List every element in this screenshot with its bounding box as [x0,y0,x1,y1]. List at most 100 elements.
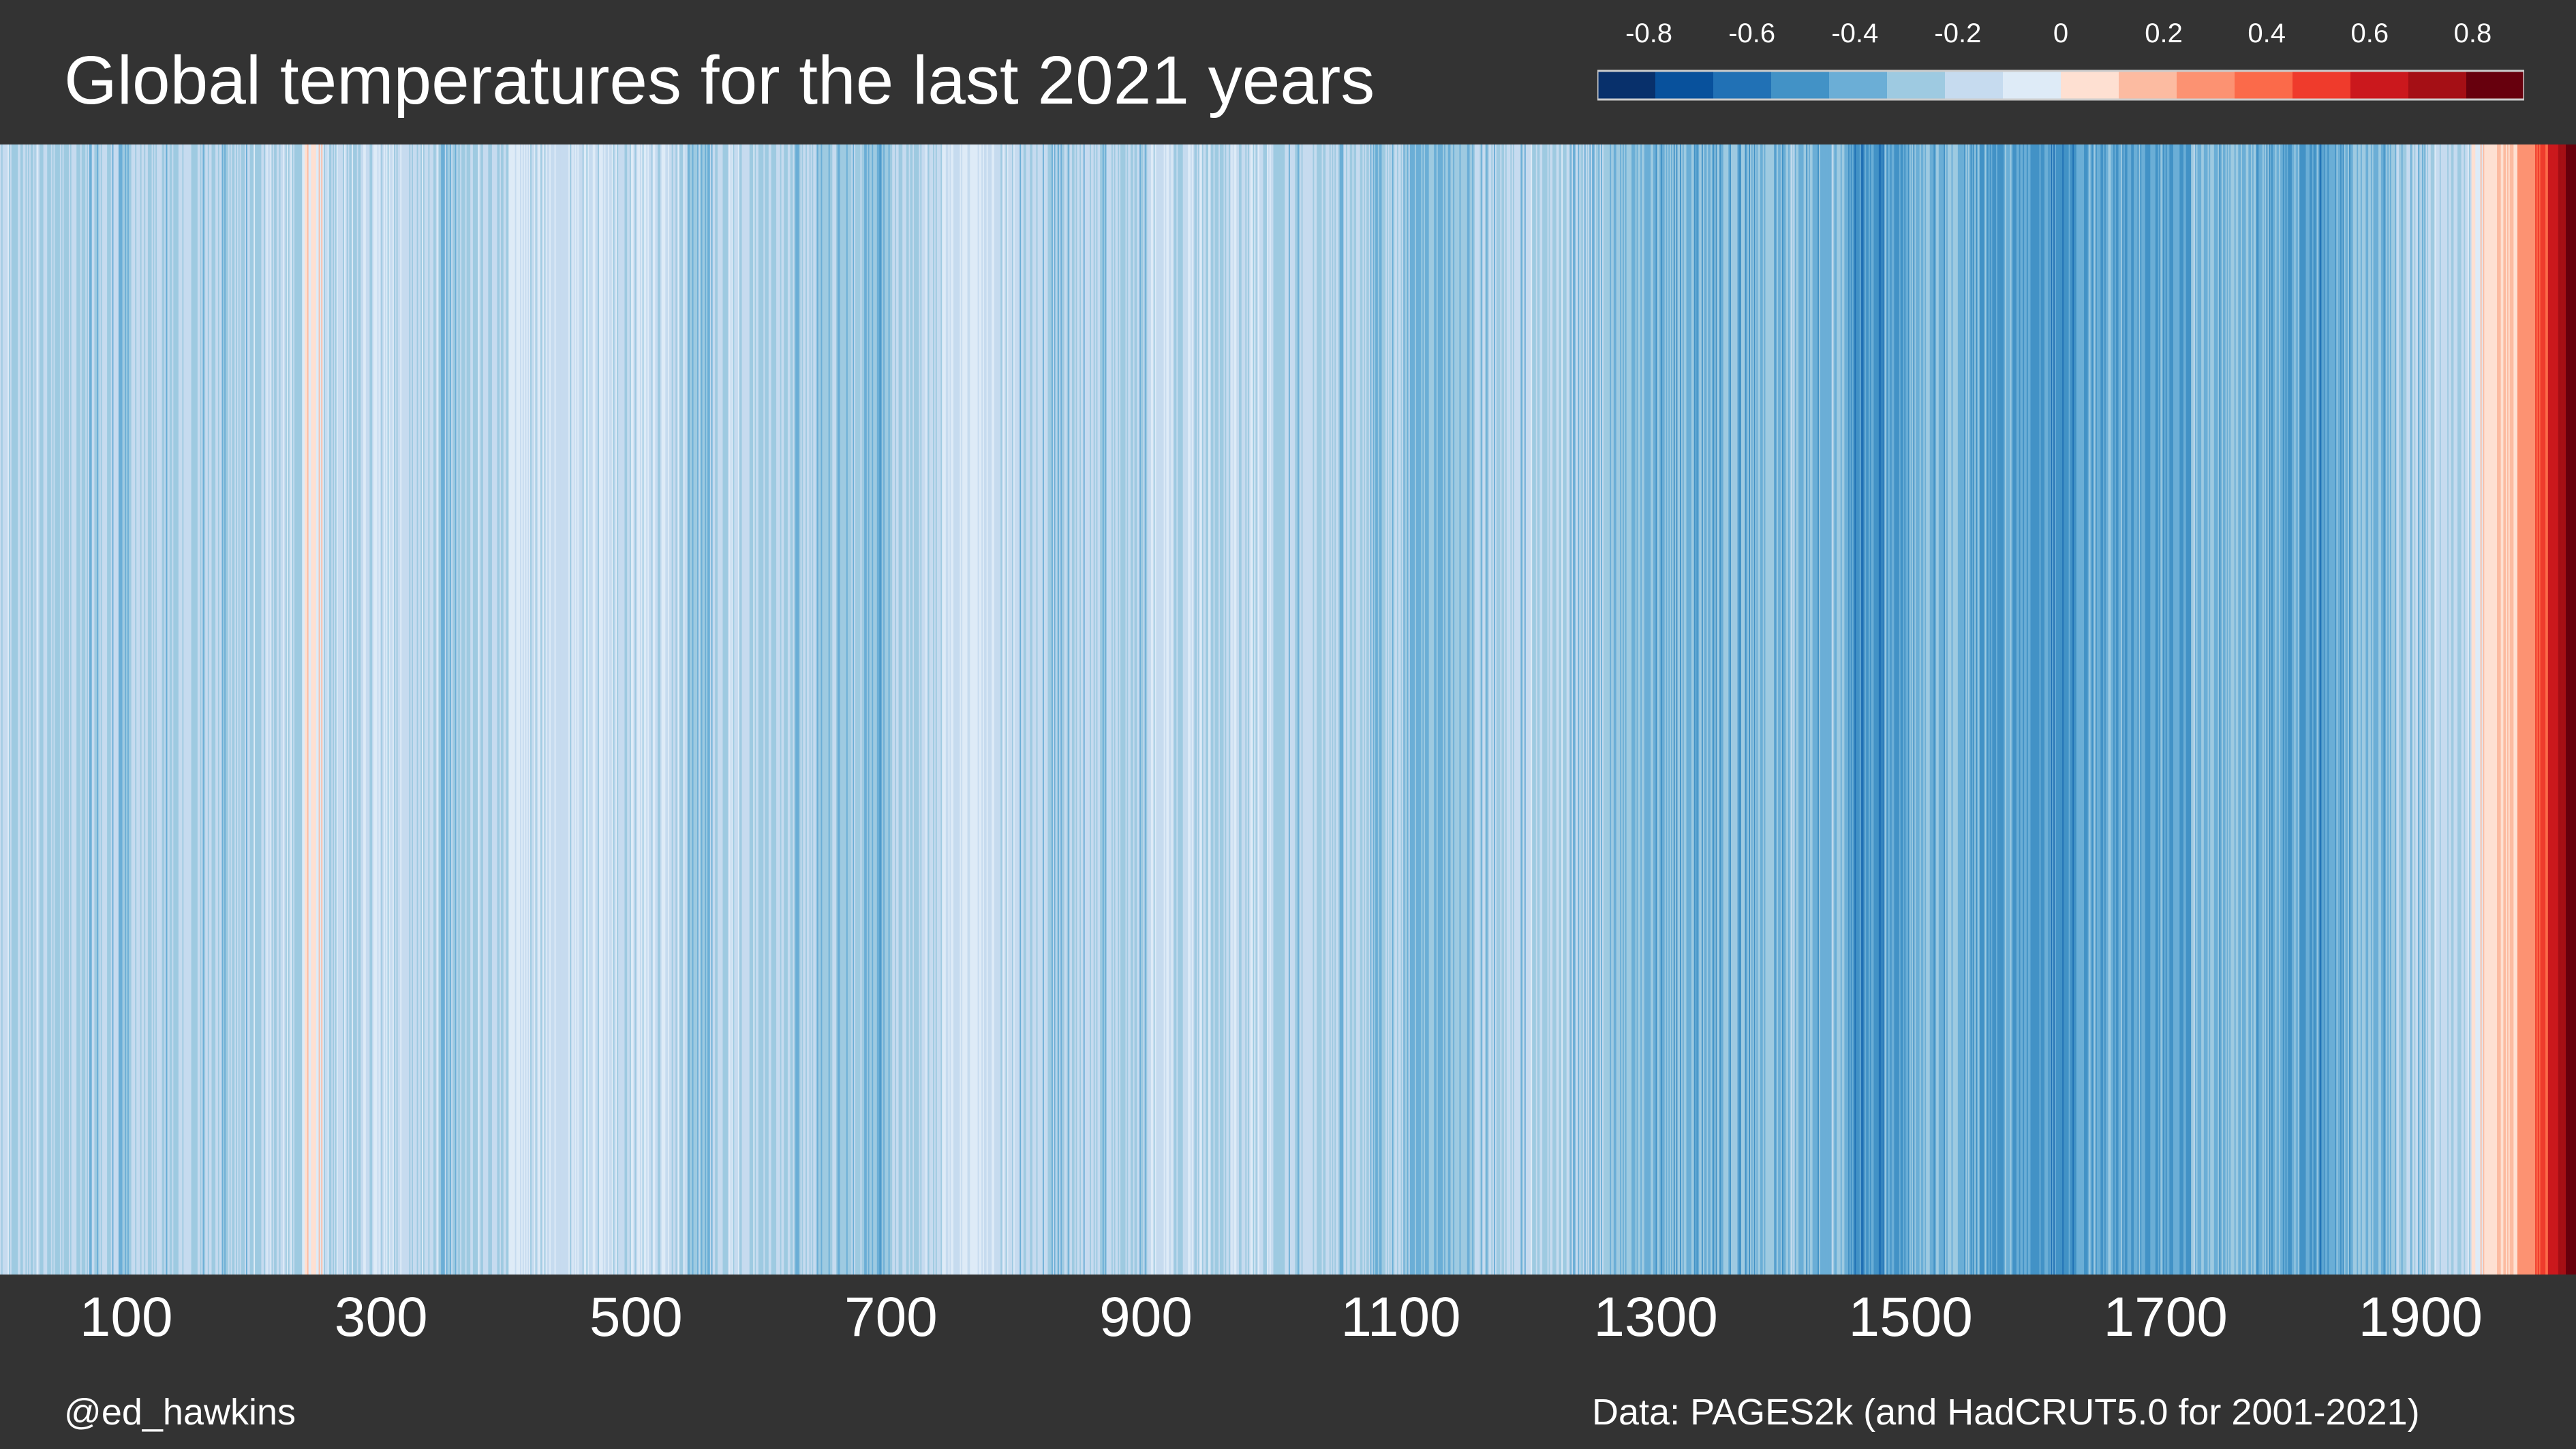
stripe-year-10 [11,144,14,1275]
stripe-year-1855 [2363,144,2365,1275]
colorbar-bin [2350,71,2409,100]
stripe-year-1452 [1849,144,1852,1275]
stripe-year-1679 [2138,144,2141,1275]
stripe-year-235 [298,144,301,1275]
stripe-year-429 [545,144,547,1275]
stripe-year-692 [880,144,883,1275]
stripe-year-1420 [1809,144,1811,1275]
stripe-year-1492 [1900,144,1903,1275]
stripe-year-1689 [2151,144,2153,1275]
stripe-year-97 [122,144,125,1275]
stripe-year-374 [475,144,478,1275]
stripe-year-1024 [1304,144,1306,1275]
stripe-year-27 [33,144,35,1275]
stripe-year-1163 [1481,144,1483,1275]
stripe-year-821 [1045,144,1047,1275]
stripe-year-898 [1143,144,1146,1275]
stripe-year-721 [917,144,920,1275]
stripe-year-380 [482,144,485,1275]
stripe-year-178 [226,144,228,1275]
stripe-year-1473 [1876,144,1878,1275]
stripe-year-1944 [2477,144,2479,1275]
stripe-year-1806 [2301,144,2303,1275]
stripe-year-104 [131,144,134,1275]
stripe-year-1505 [1917,144,1919,1275]
stripe-year-1082 [1377,144,1380,1275]
stripe-year-1500 [1910,144,1913,1275]
stripe-year-1517 [1932,144,1934,1275]
stripe-year-2016 [2568,144,2571,1275]
stripe-year-1241 [1580,144,1582,1275]
stripe-year-1519 [1935,144,1937,1275]
stripe-year-1996 [2543,144,2545,1275]
stripe-year-1305 [1661,144,1664,1275]
stripe-year-558 [709,144,712,1275]
stripe-year-2007 [2556,144,2559,1275]
stripe-year-995 [1267,144,1269,1275]
stripe-year-1692 [2155,144,2158,1275]
stripe-year-1979 [2521,144,2524,1275]
stripe-year-239 [303,144,305,1275]
stripe-year-1680 [2140,144,2142,1275]
stripe-year-720 [916,144,919,1275]
stripe-year-1313 [1672,144,1674,1275]
stripe-year-562 [715,144,717,1275]
stripe-year-1915 [2439,144,2442,1275]
stripe-year-1444 [1839,144,1841,1275]
stripe-year-1218 [1551,144,1553,1275]
stripe-year-1461 [1860,144,1863,1275]
stripe-year-495 [629,144,632,1275]
stripe-year-1439 [1833,144,1835,1275]
stripe-year-375 [476,144,478,1275]
colorbar-bin [1945,71,2004,100]
stripe-year-286 [363,144,365,1275]
stripe-year-147 [186,144,188,1275]
stripe-year-1212 [1544,144,1546,1275]
stripe-year-734 [934,144,936,1275]
stripe-year-1001 [1274,144,1276,1275]
stripe-year-1813 [2310,144,2312,1275]
stripe-year-1527 [1945,144,1947,1275]
stripe-year-221 [280,144,282,1275]
stripe-year-1661 [2115,144,2118,1275]
stripe-year-1634 [2081,144,2083,1275]
stripe-year-201 [255,144,257,1275]
stripe-year-2006 [2556,144,2558,1275]
stripe-year-163 [206,144,209,1275]
stripe-year-822 [1046,144,1049,1275]
stripe-year-1228 [1563,144,1566,1275]
stripe-year-1862 [2372,144,2374,1275]
stripe-year-909 [1157,144,1159,1275]
stripe-year-999 [1272,144,1274,1275]
stripe-year-781 [994,144,996,1275]
stripe-year-1410 [1796,144,1798,1275]
stripe-year-1390 [1770,144,1773,1275]
stripe-year-1520 [1936,144,1938,1275]
stripe-year-600 [763,144,765,1275]
stripe-year-1221 [1554,144,1557,1275]
stripe-year-854 [1087,144,1089,1275]
stripe-year-33 [40,144,43,1275]
stripe-year-433 [551,144,553,1275]
stripe-year-194 [245,144,248,1275]
stripe-year-1731 [2205,144,2207,1275]
stripe-year-1828 [2329,144,2331,1275]
stripe-year-1270 [1617,144,1619,1275]
stripe-year-1292 [1645,144,1648,1275]
stripe-year-1872 [2385,144,2387,1275]
stripe-year-974 [1240,144,1242,1275]
stripe-year-523 [665,144,667,1275]
stripe-year-716 [911,144,913,1275]
stripe-year-650 [827,144,829,1275]
stripe-year-263 [334,144,336,1275]
stripe-year-865 [1101,144,1103,1275]
stripe-year-1146 [1459,144,1462,1275]
stripe-year-1466 [1867,144,1869,1275]
stripe-year-1853 [2360,144,2363,1275]
stripe-year-315 [400,144,402,1275]
stripe-year-1528 [1946,144,1948,1275]
stripe-year-1491 [1899,144,1901,1275]
stripe-year-1312 [1671,144,1673,1275]
stripe-year-295 [374,144,377,1275]
stripe-year-65 [81,144,84,1275]
